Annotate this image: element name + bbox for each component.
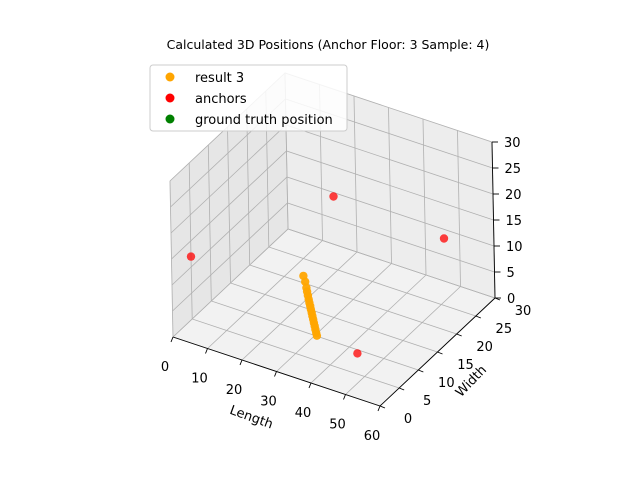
- z-tick-label: 5: [507, 266, 515, 281]
- y-tick-label: 5: [423, 394, 431, 409]
- x-tick-label: 0: [161, 360, 169, 375]
- z-tick-label: 25: [505, 162, 522, 177]
- z-tick-label: 15: [506, 214, 523, 229]
- x-tick-mark: [239, 359, 243, 366]
- y-tick-label: 15: [457, 358, 474, 373]
- x-tick-label: 30: [260, 395, 277, 410]
- x-tick-label: 50: [329, 418, 346, 433]
- legend[interactable]: result 3 anchors ground truth position: [149, 64, 348, 132]
- z-tick-label: 10: [506, 240, 523, 255]
- y-tick-label: 10: [438, 376, 455, 391]
- z-tick-label: 20: [505, 188, 522, 203]
- y-tick-mark: [456, 333, 462, 337]
- y-tick-mark: [379, 405, 386, 409]
- y-tick-mark: [475, 315, 482, 319]
- point-anchors: [439, 234, 449, 243]
- y-tick-label: 30: [515, 304, 532, 319]
- x-tick-mark: [274, 371, 277, 377]
- gridline-z: [172, 228, 496, 338]
- x-tick-label: 40: [295, 406, 312, 421]
- point-anchors: [186, 252, 196, 261]
- z-tick-label: 30: [504, 136, 521, 151]
- y-tick-label: 20: [476, 340, 493, 355]
- axes-lines: [170, 141, 501, 412]
- point-anchors: [329, 192, 338, 201]
- x-tick-mark: [170, 336, 174, 343]
- gridline-z: [171, 176, 495, 286]
- legend-marker-ground-truth: [165, 114, 175, 124]
- y-tick-label: 25: [496, 322, 513, 337]
- y-tick-label: 0: [404, 412, 412, 427]
- legend-marker-anchors: [165, 93, 175, 103]
- point-anchors: [353, 349, 362, 358]
- x-tick-mark: [308, 382, 312, 389]
- x-tick-mark: [205, 348, 208, 354]
- legend-box: [149, 64, 348, 132]
- x-tick-label: 20: [226, 383, 243, 398]
- z-tick-label: 0: [507, 292, 515, 307]
- y-tick-mark: [437, 351, 443, 355]
- x-tick-label: 10: [191, 372, 208, 387]
- gridline-z: [171, 150, 494, 260]
- gridline-z: [172, 202, 495, 312]
- legend-label-ground-truth: ground truth position: [195, 113, 333, 128]
- y-tick-mark: [398, 387, 405, 391]
- x-tick-mark: [343, 394, 346, 400]
- x-tick-mark: [377, 405, 381, 412]
- legend-marker-result: [165, 72, 175, 82]
- legend-label-result: result 3: [195, 71, 244, 86]
- data-points: [186, 192, 449, 358]
- x-tick-label: 60: [364, 429, 381, 444]
- chart-title: Calculated 3D Positions (Anchor Floor: 3…: [167, 37, 490, 52]
- y-tick-mark: [418, 369, 424, 373]
- point-result-3: [312, 331, 322, 340]
- legend-label-anchors: anchors: [195, 92, 247, 107]
